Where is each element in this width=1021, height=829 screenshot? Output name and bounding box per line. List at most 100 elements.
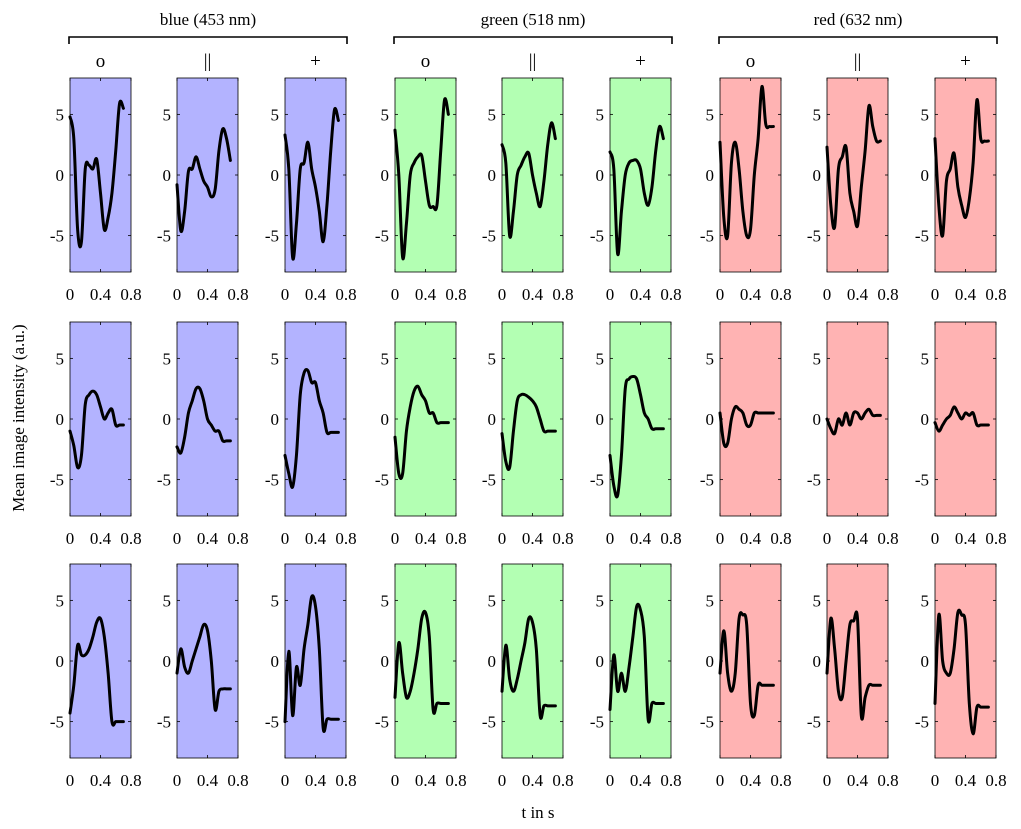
panel-background [826,77,889,273]
y-tick-label: -5 [157,471,171,490]
column-symbol: + [310,51,321,72]
x-tick-label: 0.8 [660,771,681,790]
x-tick-label: 0.8 [335,285,356,304]
panel-background [934,77,997,273]
panel: 5 0 -5 0 0.4 0.8 [482,321,574,548]
panel-background [609,563,672,759]
series-line [500,392,557,471]
column-symbol: + [635,51,646,72]
x-tick-label: 0.8 [877,771,898,790]
x-tick-label: 0.4 [955,529,977,548]
panel: 5 0 -5 0 0.4 0.8 [700,77,792,304]
y-tick-label: 0 [921,410,930,429]
panel: 5 0 -5 0 0.4 0.8 [807,321,899,548]
x-tick-label: 0.4 [197,529,219,548]
x-tick-label: 0 [281,285,290,304]
x-tick-label: 0.4 [955,285,977,304]
y-tick-label: -5 [265,227,279,246]
panel: 5 0 -5 0 0.4 0.8 [590,321,682,548]
x-tick-label: 0.4 [197,285,219,304]
y-tick-label: 5 [381,591,390,610]
y-tick-label: 0 [813,166,822,185]
y-tick-label: -5 [915,713,929,732]
x-tick-label: 0.4 [522,285,544,304]
y-tick-label: 5 [596,105,605,124]
x-tick-label: 0.8 [552,771,573,790]
y-tick-label: 5 [706,105,715,124]
group-header: red (632 nm) [814,10,903,29]
x-tick-label: 0 [66,529,75,548]
x-tick-label: 0.8 [877,285,898,304]
panel: 5 0 -5 0 0.4 0.8 [915,77,1007,304]
x-tick-label: 0 [716,285,725,304]
x-tick-label: 0 [498,529,507,548]
x-tick-label: 0.8 [985,285,1006,304]
y-tick-label: -5 [482,713,496,732]
x-tick-label: 0.8 [660,285,681,304]
panel-background [719,77,782,273]
y-tick-label: 5 [271,349,280,368]
panel: 5 0 -5 0 0.4 0.8 [157,321,249,548]
x-tick-label: 0.8 [552,529,573,548]
y-tick-label: 5 [488,349,497,368]
panel-background [394,321,457,517]
x-tick-label: 0 [716,529,725,548]
series-line [175,127,232,234]
x-tick-label: 0.8 [770,771,791,790]
y-tick-label: 0 [271,166,280,185]
series-line [608,602,665,724]
x-tick-label: 0.4 [847,771,869,790]
x-tick-label: 0.4 [415,285,437,304]
series-line [68,616,125,727]
y-tick-label: -5 [265,471,279,490]
series-line [718,404,775,449]
x-tick-label: 0 [391,529,400,548]
series-line [933,608,990,736]
y-tick-label: 0 [381,410,390,429]
y-tick-label: 0 [706,166,715,185]
column-symbol: || [854,51,862,72]
x-tick-label: 0.4 [305,529,327,548]
panel-background [69,321,132,517]
series-line [933,98,990,238]
y-tick-label: -5 [700,227,714,246]
panel: 5 0 -5 0 0.4 0.8 [482,77,574,304]
y-tick-label: 5 [56,349,65,368]
series-line [393,97,450,261]
series-line [608,375,665,499]
series-line [283,594,340,734]
series-line [500,615,557,720]
x-tick-label: 0.4 [522,771,544,790]
x-tick-label: 0 [173,529,182,548]
x-tick-label: 0.8 [335,771,356,790]
y-tick-label: 0 [596,410,605,429]
y-tick-label: 0 [56,652,65,671]
panel-background [934,321,997,517]
series-line [825,103,882,230]
chart-layer: blue (453 nm) o || + green (518 nm) o || + red (… [50,10,1007,790]
panel: 5 0 -5 0 0.4 0.8 [265,77,357,304]
x-tick-label: 0.8 [877,529,898,548]
x-tick-label: 0.8 [985,771,1006,790]
y-tick-label: 0 [488,652,497,671]
y-tick-label: 5 [706,591,715,610]
series-line [825,407,882,436]
panel-background [69,563,132,759]
x-tick-label: 0 [281,529,290,548]
panel: 5 0 -5 0 0.4 0.8 [482,563,574,790]
x-tick-label: 0 [606,771,615,790]
x-tick-label: 0 [823,529,832,548]
y-tick-label: 0 [813,652,822,671]
panel: 5 0 -5 0 0.4 0.8 [157,563,249,790]
series-line [68,389,125,470]
x-tick-label: 0.8 [120,285,141,304]
panel-background [394,563,457,759]
panel: 5 0 -5 0 0.4 0.8 [265,563,357,790]
series-line [718,611,775,719]
y-tick-label: -5 [265,713,279,732]
x-tick-label: 0 [66,285,75,304]
x-tick-label: 0.4 [90,529,112,548]
y-tick-label: -5 [375,227,389,246]
panel-background [176,77,239,273]
